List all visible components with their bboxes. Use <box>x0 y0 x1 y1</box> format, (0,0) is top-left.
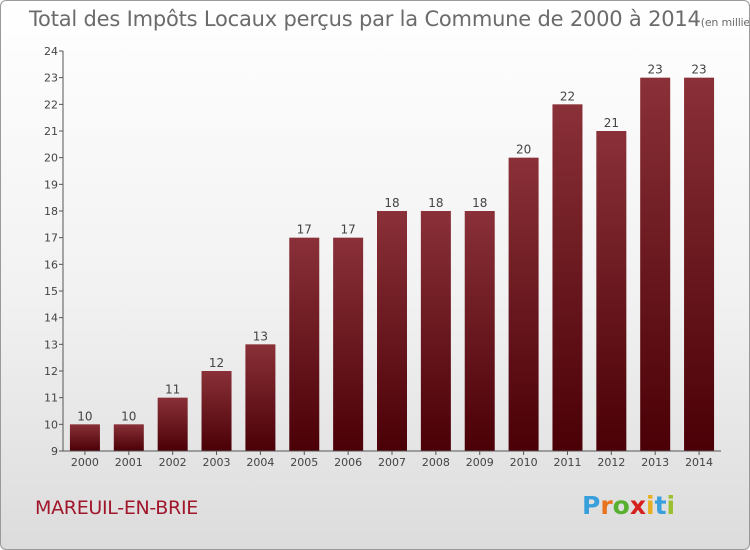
logo-letter: o <box>612 491 630 520</box>
bar-2010 <box>508 157 539 451</box>
value-label-2010: 20 <box>516 143 531 157</box>
x-tick-label-2007: 2007 <box>378 456 406 469</box>
bar-2009 <box>464 211 495 451</box>
y-tick-label: 20 <box>44 152 58 165</box>
x-tick-label-2009: 2009 <box>466 456 494 469</box>
bar-2005 <box>289 237 320 451</box>
y-tick-label: 23 <box>44 72 58 85</box>
x-tick-label-2006: 2006 <box>334 456 362 469</box>
x-tick-label-2014: 2014 <box>685 456 713 469</box>
bar-2011 <box>552 104 583 451</box>
value-label-2009: 18 <box>472 196 487 210</box>
bar-2003 <box>201 371 232 451</box>
y-tick-label: 11 <box>44 392 58 405</box>
logo-letter: x <box>629 491 646 520</box>
y-tick-label: 9 <box>51 445 58 458</box>
value-label-2005: 17 <box>297 223 312 237</box>
x-tick-label-2008: 2008 <box>422 456 450 469</box>
bar-2012 <box>596 131 627 451</box>
bar-2014 <box>684 77 715 452</box>
value-label-2013: 23 <box>648 63 663 77</box>
y-tick-label: 10 <box>44 418 58 431</box>
x-tick-label-2011: 2011 <box>553 456 581 469</box>
commune-name: MAREUIL-EN-BRIE <box>35 497 198 519</box>
y-tick-label: 24 <box>44 45 58 58</box>
bar-2007 <box>377 211 407 451</box>
value-label-2014: 23 <box>691 63 706 77</box>
bar-2006 <box>333 237 364 451</box>
bar-2002 <box>157 397 188 451</box>
y-tick-label: 22 <box>44 98 58 111</box>
x-tick-label-2001: 2001 <box>115 456 143 469</box>
x-tick-label-2013: 2013 <box>641 456 669 469</box>
chart-title-text: Total des Impôts Locaux perçus par la Co… <box>29 7 701 31</box>
x-tick-label-2012: 2012 <box>597 456 625 469</box>
logo-letter: i <box>666 491 676 520</box>
chart-title: Total des Impôts Locaux perçus par la Co… <box>29 7 750 31</box>
value-label-2007: 18 <box>384 196 399 210</box>
logo-letter: i <box>646 491 655 520</box>
bar-2001 <box>113 424 144 451</box>
value-label-2001: 10 <box>121 409 136 423</box>
y-tick-label: 12 <box>44 365 58 378</box>
value-label-2011: 22 <box>560 89 575 103</box>
bar-2013 <box>640 77 671 452</box>
value-label-2012: 21 <box>604 116 619 130</box>
unit-note: (en milliers d'€) <box>700 16 750 29</box>
value-label-2000: 10 <box>77 409 92 423</box>
value-label-2008: 18 <box>428 196 443 210</box>
value-label-2004: 13 <box>253 329 268 343</box>
x-tick-label-2002: 2002 <box>159 456 187 469</box>
value-label-2002: 11 <box>165 383 180 397</box>
y-tick-label: 18 <box>44 205 58 218</box>
y-tick-label: 19 <box>44 178 58 191</box>
x-tick-label-2004: 2004 <box>246 456 274 469</box>
logo-letter: r <box>600 491 613 520</box>
value-label-2006: 17 <box>340 223 355 237</box>
x-tick-label-2003: 2003 <box>203 456 231 469</box>
bar-2004 <box>245 344 276 451</box>
proxiti-logo: Proxiti <box>582 491 675 520</box>
logo-letter: t <box>654 491 667 520</box>
x-tick-label-2000: 2000 <box>71 456 99 469</box>
y-tick-label: 21 <box>44 125 58 138</box>
y-tick-label: 14 <box>44 312 58 325</box>
y-tick-label: 17 <box>44 232 58 245</box>
x-tick-label-2010: 2010 <box>510 456 538 469</box>
y-tick-label: 13 <box>44 338 58 351</box>
y-tick-label: 15 <box>44 285 58 298</box>
value-label-2003: 12 <box>209 356 224 370</box>
logo-letter: P <box>582 491 601 520</box>
bar-2008 <box>420 211 451 451</box>
bar-2000 <box>69 424 100 451</box>
y-tick-label: 16 <box>44 258 58 271</box>
x-tick-label-2005: 2005 <box>290 456 318 469</box>
